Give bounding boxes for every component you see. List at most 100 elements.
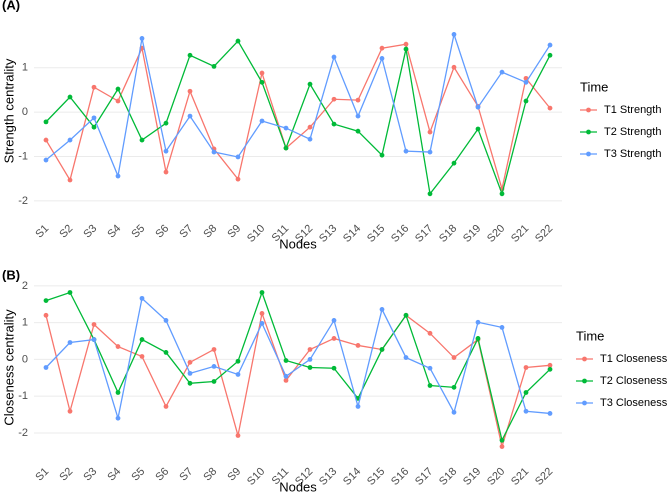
data-point <box>283 373 289 379</box>
data-point <box>187 380 193 386</box>
data-point <box>307 124 313 130</box>
data-point <box>115 390 121 395</box>
data-point <box>355 343 361 348</box>
data-point <box>115 415 121 421</box>
data-point <box>283 145 289 151</box>
x-tick-label: S5 <box>129 223 147 241</box>
data-point <box>211 149 217 155</box>
data-point <box>211 363 217 369</box>
x-tick-label: S16 <box>389 223 411 245</box>
data-point <box>115 86 121 92</box>
data-point <box>211 63 217 69</box>
data-point <box>43 298 49 303</box>
legend-title: Time <box>580 79 608 94</box>
data-point <box>451 32 457 37</box>
data-point <box>547 411 553 416</box>
data-point <box>523 365 529 370</box>
data-point <box>139 137 145 143</box>
x-tick-label: S16 <box>389 466 411 488</box>
data-point <box>235 154 241 160</box>
data-point <box>523 408 529 414</box>
data-point <box>259 320 265 326</box>
x-tick-label: S20 <box>485 466 507 488</box>
data-point <box>475 336 481 341</box>
data-point <box>43 119 49 125</box>
data-point <box>67 137 73 143</box>
x-tick-label: S3 <box>81 466 99 484</box>
legend-dot <box>586 129 591 135</box>
y-tick-label: 2 <box>22 280 28 292</box>
data-point <box>43 137 49 143</box>
series-line <box>45 311 551 450</box>
x-tick-label: S10 <box>245 223 267 245</box>
x-tick-label: S15 <box>365 223 387 245</box>
data-point <box>67 177 73 183</box>
data-point <box>115 344 121 349</box>
x-tick-label: S18 <box>437 466 459 488</box>
legend-dot <box>582 356 587 362</box>
data-point <box>331 336 337 341</box>
data-point <box>427 383 433 388</box>
data-point <box>211 347 217 352</box>
data-point <box>283 377 289 383</box>
data-point <box>115 98 121 104</box>
data-point <box>283 125 289 131</box>
data-point <box>331 365 337 371</box>
x-tick-label: S5 <box>129 466 147 484</box>
panel-label: (B) <box>2 267 20 282</box>
x-tick-label: S1 <box>33 223 51 241</box>
x-tick-label: S21 <box>509 223 531 245</box>
data-point <box>547 42 553 48</box>
x-tick-label: S10 <box>245 466 267 488</box>
data-point <box>67 94 73 100</box>
data-point <box>259 290 265 295</box>
data-point <box>43 312 49 318</box>
data-point <box>331 318 337 323</box>
data-point <box>259 118 265 124</box>
x-tick-label: S8 <box>201 223 219 241</box>
x-tick-label: S14 <box>341 466 363 488</box>
y-tick-label: 1 <box>22 317 28 329</box>
data-point <box>355 97 361 103</box>
data-point <box>427 129 433 135</box>
data-point <box>307 347 313 352</box>
y-tick-label: 1 <box>22 62 28 74</box>
data-point <box>307 136 313 142</box>
x-tick-label: S6 <box>153 466 171 484</box>
data-point <box>67 340 73 345</box>
data-point <box>235 358 241 364</box>
data-point <box>91 322 97 327</box>
data-point <box>211 379 217 384</box>
x-tick-label: S15 <box>365 466 387 488</box>
data-point <box>187 359 193 365</box>
x-tick-label: S7 <box>177 466 195 484</box>
data-point <box>307 365 313 370</box>
data-point <box>163 169 169 175</box>
data-point <box>259 311 265 316</box>
data-point <box>91 115 97 121</box>
data-point <box>163 404 169 409</box>
x-tick-label: S2 <box>57 223 75 241</box>
data-point <box>91 337 97 342</box>
data-point <box>379 307 385 312</box>
x-tick-label: S9 <box>225 466 243 484</box>
series-line <box>45 43 551 190</box>
y-tick-label: -1 <box>18 150 28 162</box>
data-point <box>91 84 97 90</box>
legend-label: T2 Closeness <box>600 375 668 387</box>
data-point <box>43 365 49 370</box>
data-point <box>235 176 241 182</box>
data-point <box>139 295 145 301</box>
data-point <box>403 355 409 360</box>
y-axis-title: Closeness centrality <box>1 309 16 426</box>
data-point <box>307 357 313 362</box>
data-point <box>427 365 433 371</box>
x-tick-label: S22 <box>533 466 555 488</box>
data-point <box>523 79 529 85</box>
data-point <box>163 318 169 323</box>
data-point <box>427 191 433 197</box>
data-point <box>547 366 553 372</box>
x-tick-label: S8 <box>201 466 219 484</box>
data-point <box>259 79 265 85</box>
